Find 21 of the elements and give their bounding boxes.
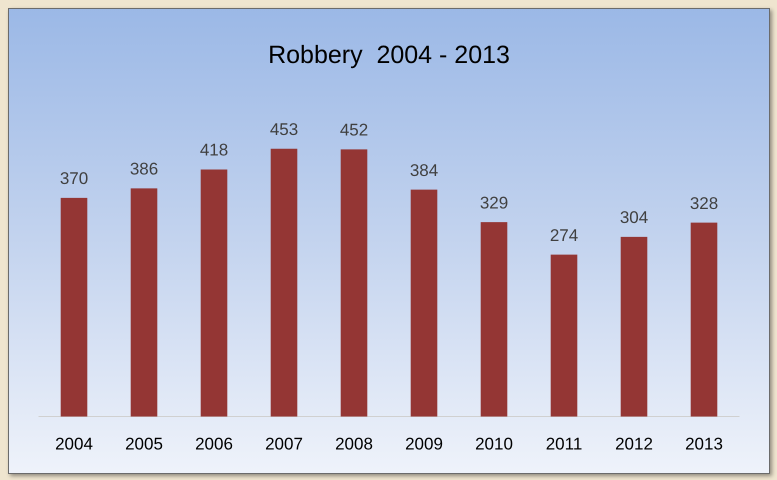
data-label: 328 xyxy=(690,194,718,213)
data-label: 418 xyxy=(200,140,228,160)
data-label: 452 xyxy=(340,120,368,140)
chart-title: Robbery 2004 - 2013 xyxy=(268,40,510,69)
x-tick-label: 2012 xyxy=(615,434,653,454)
x-tick-label: 2007 xyxy=(265,434,303,454)
x-tick-label: 2008 xyxy=(335,434,373,454)
x-tick-label: 2010 xyxy=(475,434,513,454)
data-label: 304 xyxy=(620,208,648,228)
x-tick-label: 2013 xyxy=(685,434,723,454)
data-label: 453 xyxy=(270,120,298,139)
data-label: 386 xyxy=(130,160,158,179)
data-label: 384 xyxy=(410,160,438,180)
x-tick-label: 2011 xyxy=(546,434,582,454)
data-label: 274 xyxy=(550,226,578,245)
data-label: 370 xyxy=(60,169,88,188)
x-tick-label: 2004 xyxy=(55,434,93,454)
x-tick-label: 2005 xyxy=(125,434,163,454)
x-tick-label: 2006 xyxy=(195,434,233,454)
data-label: 329 xyxy=(480,193,508,212)
x-tick-label: 2009 xyxy=(405,434,443,454)
